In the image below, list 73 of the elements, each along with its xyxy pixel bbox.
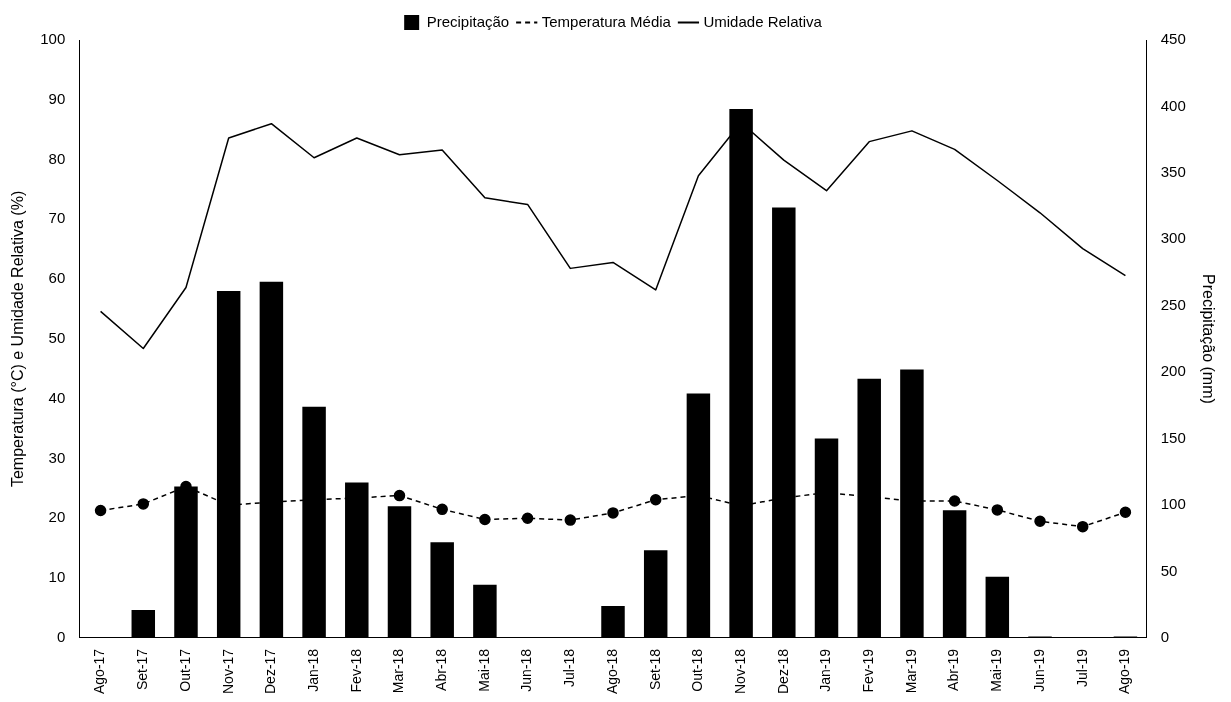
x-tick-label: Ago-19 — [1116, 648, 1133, 695]
y2-tick-label: 300 — [1160, 229, 1186, 247]
bar — [131, 609, 156, 638]
x-tick-label: Mai-19 — [988, 648, 1005, 692]
y-tick-label: 80 — [48, 149, 66, 167]
y-tick-label: 30 — [48, 448, 66, 466]
x-tick-label: Mar-18 — [390, 648, 407, 694]
x-tick-label: Mar-19 — [902, 648, 919, 694]
point — [94, 504, 107, 517]
y2-tick-label: 50 — [1160, 561, 1178, 579]
bar — [643, 550, 668, 638]
y-tick-label: 20 — [48, 508, 66, 526]
y2-tick-label: 450 — [1160, 30, 1186, 48]
point — [649, 494, 662, 506]
bar — [601, 605, 625, 638]
x-tick-label: Jul-19 — [1073, 648, 1090, 687]
y-tick-label: 50 — [48, 329, 66, 347]
y2-axis-title: Precipitação (mm) — [1199, 274, 1217, 404]
x-tick-label: Nov-18 — [731, 648, 748, 694]
legend-label: Umidade Relativa — [703, 12, 823, 30]
point — [1119, 506, 1132, 519]
x-tick-label: Jul-18 — [561, 648, 578, 687]
x-tick-label: Nov-17 — [219, 648, 236, 694]
point — [564, 514, 577, 526]
point — [479, 513, 491, 526]
point — [436, 503, 448, 516]
point — [1076, 520, 1089, 533]
x-tick-label: Jan-18 — [304, 648, 321, 692]
bar — [473, 584, 497, 638]
y-tick-label: 40 — [48, 388, 66, 406]
y2-tick-label: 250 — [1160, 295, 1186, 313]
point — [991, 504, 1004, 516]
x-tick-label: Jan-19 — [817, 648, 834, 692]
x-tick-label: Out-18 — [689, 648, 706, 692]
y-tick-label: 0 — [56, 628, 66, 645]
x-tick-label: Fev-19 — [860, 648, 877, 693]
bar — [942, 510, 967, 638]
x-tick-label: Fev-18 — [347, 648, 364, 693]
x-tick-label: Dez-17 — [262, 648, 279, 694]
point — [521, 512, 534, 525]
x-tick-label: Jun-19 — [1030, 648, 1047, 692]
point — [607, 507, 619, 519]
point — [393, 489, 406, 502]
y2-tick-label: 200 — [1160, 362, 1186, 380]
y-tick-label: 70 — [48, 209, 66, 227]
y2-tick-label: 400 — [1160, 96, 1186, 114]
point — [137, 498, 150, 510]
bar — [430, 542, 454, 638]
x-tick-label: Out-17 — [176, 648, 193, 692]
y-axis-title: Temperatura (°C) e Umidade Relativa (%) — [9, 190, 27, 488]
y-tick-label: 100 — [40, 30, 66, 48]
x-tick-label: Abr-19 — [945, 648, 962, 691]
point — [948, 495, 961, 507]
y-tick-label: 60 — [48, 269, 66, 287]
bar — [985, 576, 1010, 638]
x-tick-label: Mai-18 — [475, 648, 492, 692]
bar — [387, 506, 412, 638]
x-tick-label: Ago-17 — [91, 648, 108, 695]
x-tick-label: Set-17 — [134, 648, 151, 691]
x-tick-label: Set-18 — [646, 648, 663, 691]
y-tick-label: 10 — [48, 568, 66, 586]
point — [1034, 515, 1046, 528]
legend-label: Precipitação — [426, 12, 510, 30]
y-tick-label: 90 — [48, 89, 66, 107]
y2-tick-label: 150 — [1160, 428, 1186, 446]
y2-tick-label: 350 — [1160, 163, 1186, 180]
y2-tick-label: 0 — [1160, 628, 1170, 645]
x-tick-label: Ago-18 — [603, 648, 620, 695]
x-tick-label: Dez-18 — [774, 648, 791, 694]
legend-label: Temperatura Média — [541, 12, 672, 30]
y2-tick-label: 100 — [1160, 495, 1186, 513]
x-tick-label: Abr-18 — [433, 648, 450, 691]
x-tick-label: Jun-18 — [518, 648, 535, 692]
